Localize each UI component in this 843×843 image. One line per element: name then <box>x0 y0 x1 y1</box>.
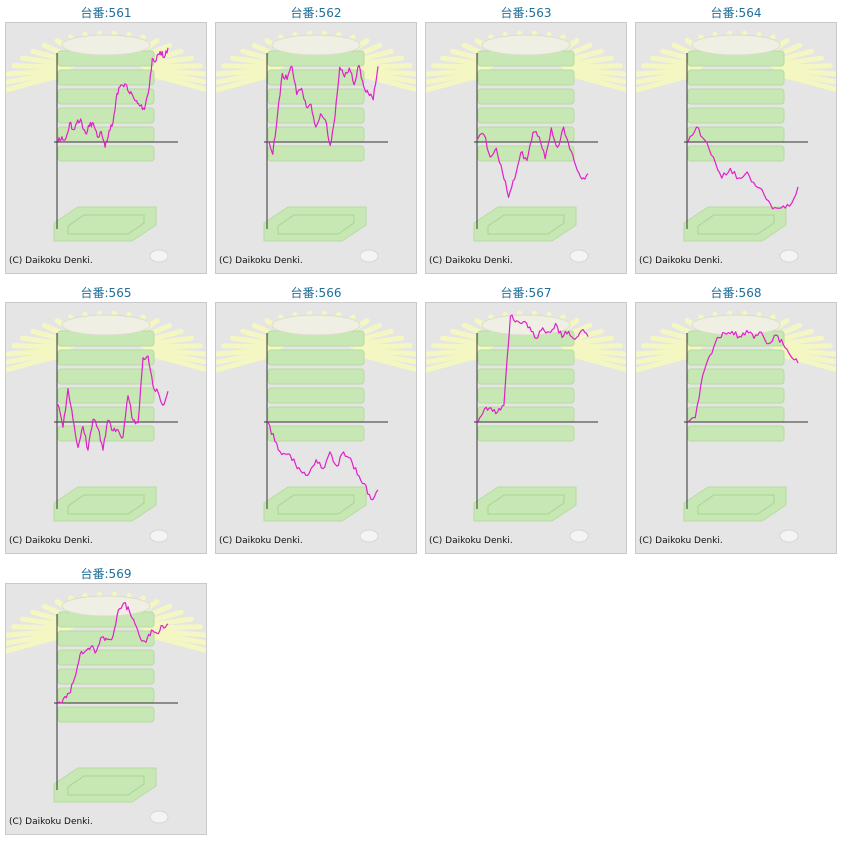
slump-graph-panel[interactable]: (C) Daikoku Denki. <box>425 22 627 274</box>
machine-tile: 台番:567 (C) Daikoku Denki. <box>424 282 628 554</box>
machine-number-link[interactable]: 台番:565 <box>80 286 132 300</box>
copyright-text: (C) Daikoku Denki. <box>9 256 93 266</box>
slump-graph <box>426 310 626 543</box>
machine-watermark <box>636 310 836 543</box>
slump-line <box>267 64 379 155</box>
machine-tile: 台番:568 (C) Daikoku Denki. <box>634 282 838 554</box>
slump-line <box>687 329 799 423</box>
machine-watermark <box>6 591 206 824</box>
machine-watermark <box>6 30 206 263</box>
slump-graph-panel[interactable]: (C) Daikoku Denki. <box>635 22 837 274</box>
machine-number-link[interactable]: 台番:568 <box>710 286 762 300</box>
machine-tile: 台番:562 (C) Daikoku Denki. <box>214 2 418 274</box>
slump-line <box>477 314 589 423</box>
copyright-text: (C) Daikoku Denki. <box>429 536 513 546</box>
slump-line <box>267 421 379 501</box>
machine-number-link[interactable]: 台番:567 <box>500 286 552 300</box>
slump-graph <box>426 30 626 263</box>
machine-number-link[interactable]: 台番:566 <box>290 286 342 300</box>
slump-graph <box>216 310 416 543</box>
machine-tile: 台番:561 (C) Daikoku Denki. <box>4 2 208 274</box>
slump-graph <box>6 310 206 543</box>
machine-number-link[interactable]: 台番:562 <box>290 6 342 20</box>
slump-line <box>687 126 799 210</box>
machine-watermark <box>426 310 626 543</box>
copyright-text: (C) Daikoku Denki. <box>429 256 513 266</box>
machine-watermark <box>216 310 416 543</box>
machine-watermark <box>426 30 626 263</box>
copyright-text: (C) Daikoku Denki. <box>9 817 93 827</box>
slump-graph <box>216 30 416 263</box>
machine-number-link[interactable]: 台番:563 <box>500 6 552 20</box>
slump-graph-panel[interactable]: (C) Daikoku Denki. <box>5 583 207 835</box>
copyright-text: (C) Daikoku Denki. <box>219 256 303 266</box>
slump-line <box>57 602 169 704</box>
slump-graph <box>636 310 836 543</box>
slump-graph <box>6 591 206 824</box>
slump-graph-panel[interactable]: (C) Daikoku Denki. <box>215 302 417 554</box>
copyright-text: (C) Daikoku Denki. <box>639 536 723 546</box>
slump-graph-panel[interactable]: (C) Daikoku Denki. <box>215 22 417 274</box>
copyright-text: (C) Daikoku Denki. <box>219 536 303 546</box>
machine-number-link[interactable]: 台番:561 <box>80 6 132 20</box>
slump-graph <box>6 30 206 263</box>
copyright-text: (C) Daikoku Denki. <box>9 536 93 546</box>
slump-line <box>57 355 169 451</box>
machine-watermark <box>216 30 416 263</box>
slump-line <box>477 126 589 198</box>
copyright-text: (C) Daikoku Denki. <box>639 256 723 266</box>
machine-tile: 台番:569 (C) Daikoku Denki. <box>4 563 208 835</box>
machine-number-link[interactable]: 台番:564 <box>710 6 762 20</box>
machine-number-link[interactable]: 台番:569 <box>80 567 132 581</box>
machine-tile: 台番:566 (C) Daikoku Denki. <box>214 282 418 554</box>
machine-tile: 台番:563 (C) Daikoku Denki. <box>424 2 628 274</box>
slump-graph-panel[interactable]: (C) Daikoku Denki. <box>5 302 207 554</box>
machine-watermark <box>636 30 836 263</box>
machine-watermark <box>6 310 206 543</box>
slump-graph <box>636 30 836 263</box>
slump-graph-panel[interactable]: (C) Daikoku Denki. <box>425 302 627 554</box>
slump-graph-panel[interactable]: (C) Daikoku Denki. <box>635 302 837 554</box>
slump-graph-panel[interactable]: (C) Daikoku Denki. <box>5 22 207 274</box>
machine-tile: 台番:565 (C) Daikoku Denki. <box>4 282 208 554</box>
machine-tile: 台番:564 (C) Daikoku Denki. <box>634 2 838 274</box>
slump-line <box>57 47 169 148</box>
